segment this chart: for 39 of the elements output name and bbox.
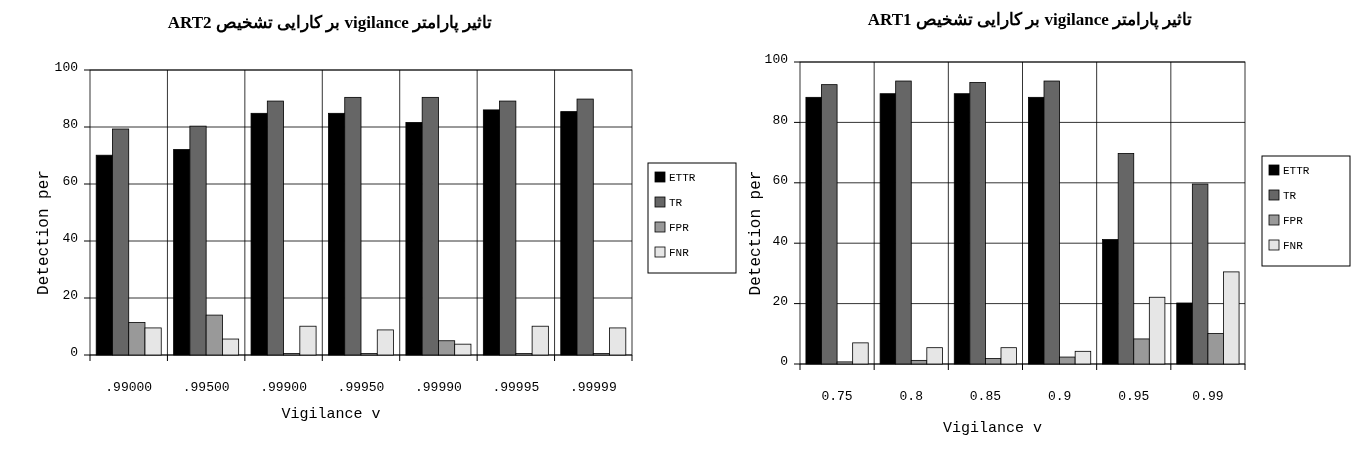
chart-title: تاثیر پارامتر vigilance بر کارایی تشخیص ART1 xyxy=(867,10,1193,30)
legend-label: FPR xyxy=(669,222,690,234)
y-tick-label: 100 xyxy=(764,52,788,68)
x-tick-label: 0.95 xyxy=(1118,389,1150,404)
y-tick-label: 80 xyxy=(772,112,788,128)
x-tick-label: .99950 xyxy=(337,380,385,395)
y-tick-label: 40 xyxy=(62,231,78,247)
legend-label: ETTR xyxy=(1283,165,1310,177)
y-tick-label: 100 xyxy=(54,60,78,76)
y-tick-label: 0 xyxy=(780,354,788,370)
x-tick-label: .99999 xyxy=(569,380,617,395)
legend-label: FNR xyxy=(1283,240,1304,252)
x-axis-title: Vigilance v xyxy=(942,420,1043,437)
y-tick-label: 20 xyxy=(62,288,78,304)
y-tick-label: 60 xyxy=(772,173,788,189)
y-tick-label: 40 xyxy=(772,233,788,249)
legend-label: ETTR xyxy=(669,172,696,184)
x-tick-label: .99995 xyxy=(492,380,540,395)
x-tick-label: .99500 xyxy=(182,380,230,395)
y-tick-label: 20 xyxy=(772,293,788,309)
y-tick-label: 0 xyxy=(70,345,78,361)
x-tick-label: 0.85 xyxy=(969,389,1002,404)
chart-title: تاثیر پارامتر vigilance بر کارایی تشخیص ART2 xyxy=(167,13,493,33)
x-tick-label: 0.75 xyxy=(821,389,853,404)
legend-label: TR xyxy=(1283,190,1297,202)
x-tick-label: 0.9 xyxy=(1047,389,1072,404)
legend-label: TR xyxy=(669,197,683,209)
x-tick-label: .99990 xyxy=(415,380,462,395)
x-tick-label: 0.99 xyxy=(1192,389,1224,404)
x-axis-title: Vigilance v xyxy=(281,406,381,423)
y-axis-title: Detection per xyxy=(747,170,765,296)
legend-label: FPR xyxy=(1283,215,1304,227)
legend-label: FNR xyxy=(669,247,690,259)
y-axis-title: Detection per xyxy=(35,170,53,295)
y-tick-label: 80 xyxy=(62,117,78,133)
x-tick-label: .99000 xyxy=(105,380,153,395)
y-tick-label: 60 xyxy=(62,174,78,190)
x-tick-label: .99900 xyxy=(260,380,307,395)
x-tick-label: 0.8 xyxy=(899,389,923,404)
